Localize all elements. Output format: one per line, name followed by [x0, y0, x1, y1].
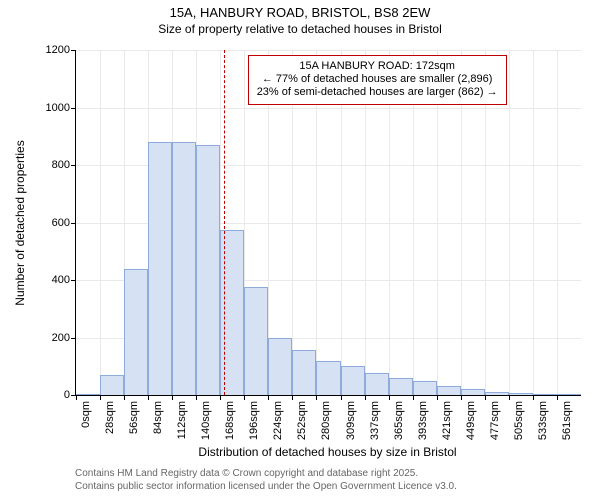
- gridline-v: [557, 50, 558, 395]
- xtick-label: 309sqm: [345, 401, 357, 440]
- gridline-h: [76, 50, 581, 51]
- ytick-label: 800: [52, 159, 76, 171]
- xtick-mark: [413, 395, 414, 400]
- histogram-bar: [148, 142, 172, 395]
- histogram-bar: [292, 350, 316, 395]
- xtick-mark: [268, 395, 269, 400]
- ytick-label: 200: [52, 332, 76, 344]
- histogram-bar: [365, 373, 389, 395]
- histogram-bar: [389, 378, 413, 395]
- callout-line1: 15A HANBURY ROAD: 172sqm: [257, 60, 498, 73]
- xtick-label: 533sqm: [537, 401, 549, 440]
- xtick-label: 421sqm: [441, 401, 453, 440]
- xtick-mark: [533, 395, 534, 400]
- gridline-h: [76, 108, 581, 109]
- xtick-mark: [389, 395, 390, 400]
- chart-container: 15A, HANBURY ROAD, BRISTOL, BS8 2EW Size…: [0, 0, 600, 500]
- xtick-label: 140sqm: [200, 401, 212, 440]
- attribution: Contains HM Land Registry data © Crown c…: [75, 468, 457, 493]
- plot-area: 15A HANBURY ROAD: 172sqm ← 77% of detach…: [75, 50, 581, 396]
- xtick-label: 168sqm: [224, 401, 236, 440]
- xtick-label: 84sqm: [152, 401, 164, 434]
- callout-box: 15A HANBURY ROAD: 172sqm ← 77% of detach…: [248, 55, 507, 105]
- gridline-v: [100, 50, 101, 395]
- ytick-label: 1200: [46, 44, 76, 56]
- xtick-mark: [557, 395, 558, 400]
- histogram-bar: [533, 394, 557, 395]
- xtick-label: 112sqm: [176, 401, 188, 439]
- xtick-label: 449sqm: [465, 401, 477, 440]
- xtick-mark: [244, 395, 245, 400]
- histogram-bar: [341, 366, 365, 395]
- xtick-mark: [172, 395, 173, 400]
- y-axis-label: Number of detached properties: [13, 140, 27, 305]
- xtick-label: 477sqm: [489, 401, 501, 440]
- xtick-mark: [124, 395, 125, 400]
- xtick-mark: [437, 395, 438, 400]
- histogram-bar: [413, 381, 437, 395]
- xtick-label: 56sqm: [128, 401, 140, 434]
- xtick-label: 393sqm: [417, 401, 429, 440]
- histogram-bar: [461, 389, 485, 395]
- ytick-label: 400: [52, 274, 76, 286]
- marker-line: [224, 50, 225, 395]
- histogram-bar: [485, 392, 509, 395]
- histogram-bar: [557, 394, 581, 395]
- xtick-mark: [509, 395, 510, 400]
- chart-title-line1: 15A, HANBURY ROAD, BRISTOL, BS8 2EW: [0, 5, 600, 20]
- xtick-label: 0sqm: [80, 401, 92, 428]
- xtick-label: 224sqm: [272, 401, 284, 440]
- xtick-label: 28sqm: [104, 401, 116, 434]
- xtick-label: 252sqm: [296, 401, 308, 440]
- histogram-bar: [437, 386, 461, 395]
- attribution-line1: Contains HM Land Registry data © Crown c…: [75, 468, 457, 481]
- gridline-v: [533, 50, 534, 395]
- xtick-mark: [196, 395, 197, 400]
- xtick-label: 280sqm: [320, 401, 332, 440]
- xtick-mark: [341, 395, 342, 400]
- xtick-mark: [148, 395, 149, 400]
- xtick-label: 365sqm: [393, 401, 405, 440]
- xtick-label: 337sqm: [369, 401, 381, 440]
- histogram-bar: [124, 269, 148, 396]
- xtick-label: 505sqm: [513, 401, 525, 440]
- histogram-bar: [244, 287, 268, 395]
- histogram-bar: [76, 394, 100, 395]
- xtick-label: 196sqm: [248, 401, 260, 440]
- callout-line2: ← 77% of detached houses are smaller (2,…: [257, 73, 498, 86]
- chart-title-line2: Size of property relative to detached ho…: [0, 22, 600, 36]
- histogram-bar: [100, 375, 124, 395]
- xtick-mark: [485, 395, 486, 400]
- histogram-bar: [316, 361, 340, 396]
- ytick-label: 600: [52, 217, 76, 229]
- histogram-bar: [172, 142, 196, 395]
- ytick-label: 0: [64, 389, 76, 401]
- attribution-line2: Contains public sector information licen…: [75, 481, 457, 494]
- xtick-label: 561sqm: [561, 401, 573, 440]
- gridline-v: [509, 50, 510, 395]
- xtick-mark: [220, 395, 221, 400]
- xtick-mark: [365, 395, 366, 400]
- ytick-label: 1000: [46, 102, 76, 114]
- xtick-mark: [100, 395, 101, 400]
- histogram-bar: [268, 338, 292, 396]
- xtick-mark: [461, 395, 462, 400]
- histogram-bar: [196, 145, 220, 395]
- callout-line3: 23% of semi-detached houses are larger (…: [257, 86, 498, 99]
- xtick-mark: [316, 395, 317, 400]
- xtick-mark: [292, 395, 293, 400]
- histogram-bar: [509, 393, 533, 395]
- xtick-mark: [76, 395, 77, 400]
- x-axis-label: Distribution of detached houses by size …: [198, 445, 456, 459]
